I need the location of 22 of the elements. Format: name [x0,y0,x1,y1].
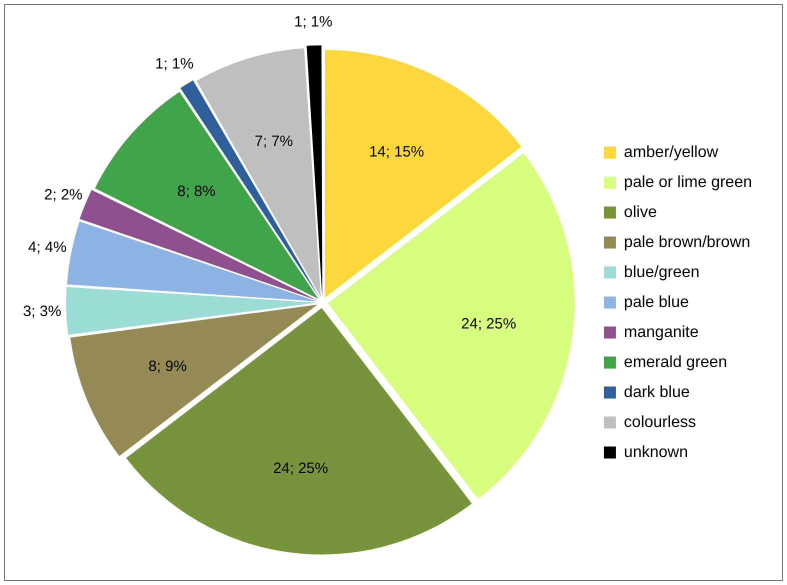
data-label: 14; 15% [369,143,424,160]
data-label: 1; 1% [294,13,332,30]
legend-label: blue/green [624,264,700,281]
data-label: 24; 25% [461,316,516,333]
legend-label: colourless [624,414,696,431]
legend-label: pale blue [624,294,689,311]
legend-label: unknown [624,444,688,461]
data-label: 8; 9% [148,358,187,375]
data-label: 7; 7% [254,133,293,150]
legend-label: pale or lime green [624,174,752,191]
legend-label: emerald green [624,354,728,371]
legend-label: dark blue [624,384,690,401]
legend-label: manganite [624,324,699,341]
legend-label: amber/yellow [624,144,719,161]
data-label: 2; 2% [44,186,82,204]
data-label: 8; 8% [177,183,216,200]
legend-label: olive [624,204,657,221]
data-label: 24; 25% [273,460,328,477]
data-label: 1; 1% [155,55,194,72]
data-label: 4; 4% [28,238,67,256]
legend-label: pale brown/brown [624,234,750,251]
data-label: 3; 3% [22,302,62,320]
